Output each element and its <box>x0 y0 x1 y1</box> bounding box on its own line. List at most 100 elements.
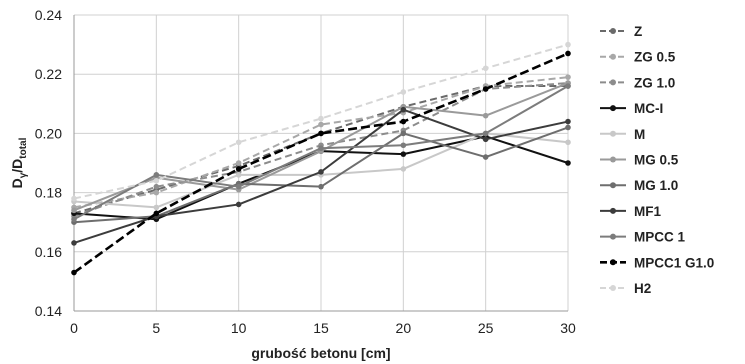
x-axis-title: grubość betonu [cm] <box>251 345 390 361</box>
data-point <box>565 160 571 166</box>
legend-swatch-marker <box>610 233 616 240</box>
data-point <box>318 115 324 122</box>
data-point <box>565 118 571 125</box>
y-tick-label: 0.24 <box>35 7 62 23</box>
data-point <box>71 269 77 276</box>
series-mpcc-1 <box>71 83 571 223</box>
legend-item: MG 0.5 <box>600 153 679 168</box>
legend-item: MG 1.0 <box>600 178 678 193</box>
series-mpcc1-g1-0 <box>71 50 571 276</box>
x-tick-label: 0 <box>70 320 78 336</box>
data-point <box>565 83 571 89</box>
y-tick-labels: 0.14 0.16 0.18 0.20 0.22 0.24 <box>35 7 62 319</box>
legend-label: MPCC 1 <box>634 230 685 245</box>
legend-item: Z <box>600 24 642 39</box>
data-point <box>318 130 324 137</box>
data-point <box>400 166 407 172</box>
x-tick-label: 15 <box>313 320 329 336</box>
data-point <box>235 166 242 172</box>
x-tick-label: 30 <box>560 320 576 336</box>
y-axis-title-sub2: total <box>18 137 29 158</box>
data-point <box>482 154 489 160</box>
plot-frame <box>73 15 568 312</box>
data-point <box>482 86 489 92</box>
y-tick-label: 0.22 <box>35 66 62 82</box>
data-point <box>482 130 489 137</box>
data-point <box>565 41 571 48</box>
y-axis-title: Dγ/Dtotal <box>9 137 29 188</box>
legend-swatch-marker <box>610 207 616 214</box>
data-point <box>565 74 571 80</box>
data-point <box>71 195 77 202</box>
legend-item: MPCC 1 <box>600 230 685 245</box>
data-point <box>565 50 571 57</box>
legend-swatch-marker <box>610 28 616 34</box>
legend: Z ZG 0.5 ZG 1.0 MC-I M MG 0.5 MG 1.0 MF1 MPCC 1 M… <box>600 24 714 296</box>
data-point <box>153 183 160 190</box>
data-point <box>318 183 324 190</box>
data-point <box>235 183 242 190</box>
legend-label: H2 <box>634 281 651 296</box>
legend-label: ZG 1.0 <box>634 75 675 90</box>
legend-swatch-marker <box>610 79 616 86</box>
y-axis-title-sub1: γ <box>18 172 29 178</box>
data-point <box>482 112 489 119</box>
legend-label: MPCC1 G1.0 <box>634 255 714 270</box>
data-point <box>482 65 489 72</box>
series-lines <box>71 41 571 276</box>
data-point <box>400 130 407 137</box>
legend-label: MG 0.5 <box>634 153 679 168</box>
legend-swatch-marker <box>610 259 616 266</box>
data-point <box>235 201 242 208</box>
data-point <box>400 151 407 157</box>
legend-label: MF1 <box>634 204 661 219</box>
data-point <box>153 177 160 184</box>
x-tick-label: 10 <box>231 320 247 336</box>
data-point <box>400 142 407 149</box>
data-point <box>318 145 324 151</box>
series-mf1 <box>71 106 571 246</box>
legend-item: MC-I <box>600 101 663 116</box>
data-point <box>71 207 77 214</box>
legend-swatch-marker <box>610 285 616 291</box>
gridlines <box>73 14 569 312</box>
legend-item: ZG 1.0 <box>600 75 675 90</box>
data-point <box>153 210 160 217</box>
data-point <box>71 240 77 246</box>
data-point <box>400 118 407 125</box>
x-tick-label: 25 <box>478 320 494 336</box>
legend-label: MC-I <box>634 101 663 116</box>
data-point <box>235 160 242 166</box>
x-tick-labels: 0 5 10 15 20 25 30 <box>70 320 576 336</box>
y-tick-label: 0.18 <box>35 185 62 201</box>
data-point <box>565 124 571 131</box>
data-point <box>153 204 160 211</box>
y-tick-label: 0.14 <box>35 303 62 319</box>
data-point <box>235 172 242 178</box>
legend-swatch-marker <box>610 156 616 163</box>
data-point <box>235 139 242 146</box>
legend-label: MG 1.0 <box>634 178 678 193</box>
data-point <box>400 106 407 113</box>
legend-item: MPCC1 G1.0 <box>600 255 714 270</box>
data-point <box>71 216 77 223</box>
y-tick-label: 0.16 <box>35 244 62 260</box>
y-axis-title-main: D <box>9 178 25 188</box>
legend-item: MF1 <box>600 204 661 219</box>
legend-swatch-marker <box>610 130 616 137</box>
legend-item: H2 <box>600 281 651 296</box>
legend-label: ZG 0.5 <box>634 50 676 65</box>
data-point <box>565 139 571 146</box>
y-tick-label: 0.20 <box>35 125 62 141</box>
data-point <box>318 169 324 175</box>
data-point <box>153 189 160 196</box>
legend-swatch-marker <box>610 53 616 60</box>
legend-item: M <box>600 127 645 142</box>
legend-item: ZG 0.5 <box>600 50 676 65</box>
legend-label: Z <box>634 24 642 39</box>
x-tick-label: 20 <box>396 320 412 336</box>
data-point <box>153 172 160 178</box>
series-h2 <box>71 41 571 202</box>
legend-swatch-marker <box>610 182 616 189</box>
